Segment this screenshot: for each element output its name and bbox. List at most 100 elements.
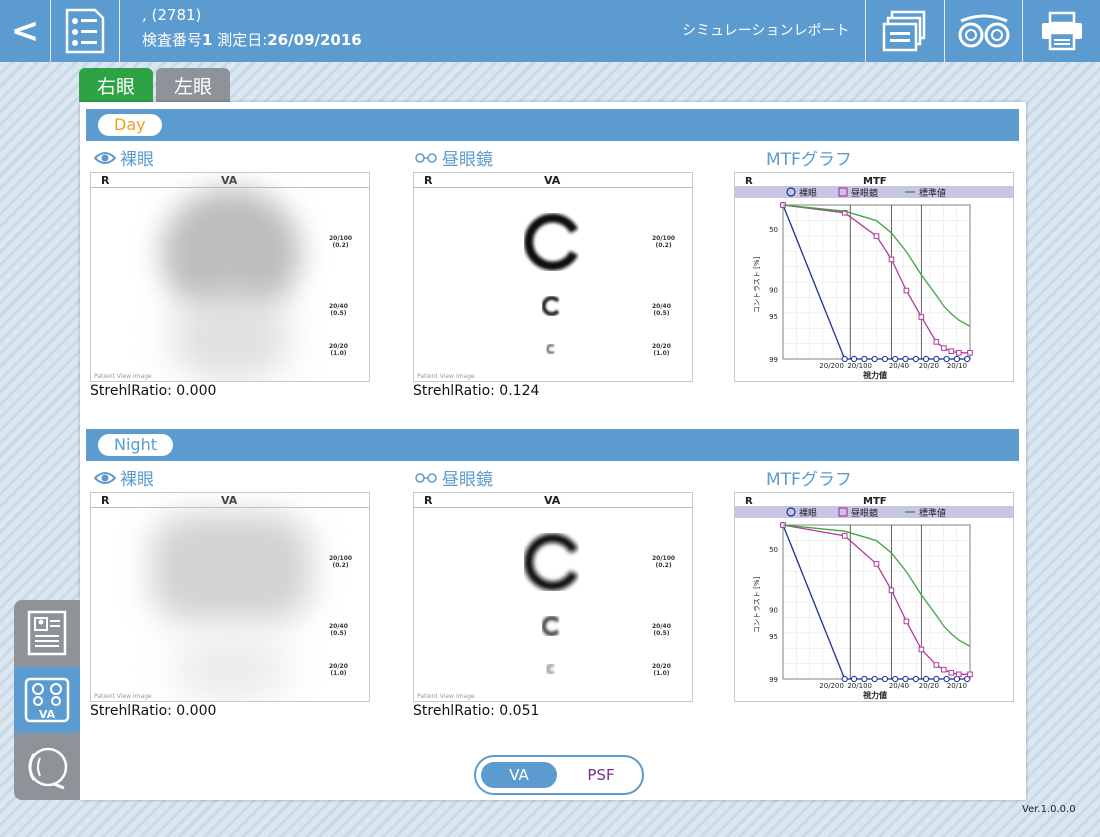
mtf-title: MTF <box>863 176 887 187</box>
mtf-chart-svg: R MTF 裸眼 昼眼鏡 標準値 50 90 95 99 20/200 20/100 20/40 20/… <box>735 176 1013 380</box>
header-divider <box>50 0 51 62</box>
night-section-bar: Night <box>86 429 1019 461</box>
mtf-naked-point <box>912 355 919 363</box>
patient-view-watermark: Patient View Image <box>94 693 152 700</box>
mtf-naked-point <box>871 675 878 683</box>
mtf-series-line <box>782 204 971 327</box>
landolt-c-optotypes <box>524 213 578 354</box>
y-tick-label: 90 <box>769 287 778 295</box>
patient-list-button[interactable] <box>51 0 119 62</box>
mtf-legend-bar <box>735 186 1013 198</box>
patient-list-icon <box>65 8 105 54</box>
mtf-glasses-point <box>873 561 880 567</box>
va-header-label: VA <box>221 174 238 187</box>
night-naked-strehl: StrehlRatio: 0.000 <box>90 703 217 719</box>
svg-text:VA: VA <box>39 708 56 721</box>
mtf-r-label: R <box>745 176 753 187</box>
y-tick-label: 50 <box>769 226 778 234</box>
legend-naked-marker <box>786 507 796 517</box>
va-simulation-button[interactable]: VA <box>14 667 80 733</box>
acuity-20-40: 20/40 (0.5) <box>329 623 348 637</box>
mtf-naked-point <box>953 675 961 683</box>
va-r-label: R <box>424 494 433 507</box>
mtf-naked-point <box>881 355 889 363</box>
print-button[interactable] <box>1023 0 1100 62</box>
date-prefix: 測定日: <box>212 31 268 49</box>
mtf-glasses-point <box>841 209 848 216</box>
day-glasses-heading: 昼眼鏡 <box>414 145 493 170</box>
mtf-naked-point <box>922 675 930 683</box>
va-header-label: VA <box>544 494 561 507</box>
mtf-title: MTF <box>863 496 887 507</box>
patient-card-button[interactable] <box>14 600 80 666</box>
glasses-button[interactable] <box>945 0 1022 62</box>
tab-left-eye[interactable]: 左眼 <box>156 68 230 102</box>
patient-view-watermark: Patient View Image <box>417 373 475 380</box>
day-mtf-chart: R MTF 裸眼 昼眼鏡 標準値 50 90 95 99 20/200 20/100 20/40 20/… <box>734 172 1014 382</box>
mtf-ylabel: コントラスト [%] <box>753 577 761 633</box>
mtf-glasses-point <box>941 666 947 673</box>
night-naked-heading: 裸眼 <box>94 465 154 490</box>
glasses-small-icon <box>415 152 437 163</box>
x-tick-label: 20/200 <box>819 362 844 370</box>
mtf-glasses-point <box>903 618 910 625</box>
acuity-20-20: 20/20 (1.0) <box>652 663 671 677</box>
mtf-naked-point <box>850 675 858 683</box>
mtf-glasses-point <box>955 671 962 678</box>
naked-eye-label: 裸眼 <box>120 470 154 490</box>
day-naked-strehl: StrehlRatio: 0.000 <box>90 383 217 399</box>
night-naked-va-image: R VA 20/100 (0.2) 20/40 (0.5) 20/20 (1.0) P… <box>90 492 370 702</box>
mtf-naked-point <box>871 355 878 363</box>
patient-view-watermark: Patient View Image <box>94 373 152 380</box>
va-toggle-option[interactable]: VA <box>481 762 557 788</box>
header-bar: < , (2781) 検査番号1 測定日:26/09/2016 シミュレーション… <box>0 0 1100 62</box>
mtf-naked-point <box>861 355 868 363</box>
report-stack-icon <box>882 10 926 52</box>
mtf-naked-point <box>841 675 848 683</box>
mtf-glasses-point <box>933 662 940 668</box>
acuity-20-100: 20/100 (0.2) <box>652 555 676 569</box>
exam-date: 26/09/2016 <box>267 31 362 49</box>
glasses-label: 昼眼鏡 <box>442 150 493 170</box>
va-header-label: VA <box>544 174 561 187</box>
mtf-naked-point <box>933 675 940 683</box>
night-mtf-heading: MTFグラフ <box>766 465 852 490</box>
day-mtf-heading: MTFグラフ <box>766 145 852 170</box>
va-psf-toggle: VA PSF <box>474 755 644 795</box>
glasses-icon <box>958 14 1009 48</box>
x-tick-label: 20/20 <box>919 362 939 370</box>
acuity-20-100: 20/100 (0.2) <box>652 235 676 249</box>
mtf-chart-svg: R MTF 裸眼 昼眼鏡 標準値 50 90 95 99 20/200 20/100 20/40 20/… <box>735 496 1013 700</box>
acuity-20-40: 20/40 (0.5) <box>329 303 348 317</box>
night-glasses-strehl: StrehlRatio: 0.051 <box>413 703 540 719</box>
va-header-line <box>414 187 692 188</box>
va-r-label: R <box>101 494 110 507</box>
y-tick-label: 95 <box>769 313 778 321</box>
blurred-optotype <box>151 513 311 623</box>
psf-toggle-option[interactable]: PSF <box>587 766 615 784</box>
mtf-glasses-point <box>948 348 955 355</box>
back-button[interactable]: < <box>10 11 40 51</box>
version-label: Ver.1.0.0.0 <box>1022 804 1076 815</box>
y-tick-label: 90 <box>769 607 778 615</box>
day-naked-va-image: R VA 20/100 (0.2) 20/40 (0.5) 20/20 (1.0) P… <box>90 172 370 382</box>
exam-info: 検査番号1 測定日:26/09/2016 <box>142 29 362 50</box>
mtf-naked-point <box>850 355 858 363</box>
va-r-label: R <box>424 174 433 187</box>
exam-number: 1 <box>202 31 213 49</box>
x-tick-label: 20/10 <box>947 682 967 690</box>
tab-right-eye[interactable]: 右眼 <box>79 68 153 102</box>
exam-prefix: 検査番号 <box>142 31 203 49</box>
eye-anatomy-button[interactable] <box>14 734 80 800</box>
simulation-report-label: シミュレーションレポート <box>682 23 850 39</box>
va-header-label: VA <box>221 494 238 507</box>
report-list-button[interactable] <box>866 0 944 62</box>
legend-glasses: 昼眼鏡 <box>851 507 878 519</box>
mtf-graph-label: MTFグラフ <box>766 470 852 490</box>
mtf-naked-point <box>902 355 909 363</box>
mtf-glasses-point <box>933 339 940 345</box>
legend-glasses: 昼眼鏡 <box>851 187 878 199</box>
mtf-glasses-point <box>888 587 895 594</box>
glasses-small-icon <box>415 472 437 483</box>
legend-naked: 裸眼 <box>799 187 817 199</box>
